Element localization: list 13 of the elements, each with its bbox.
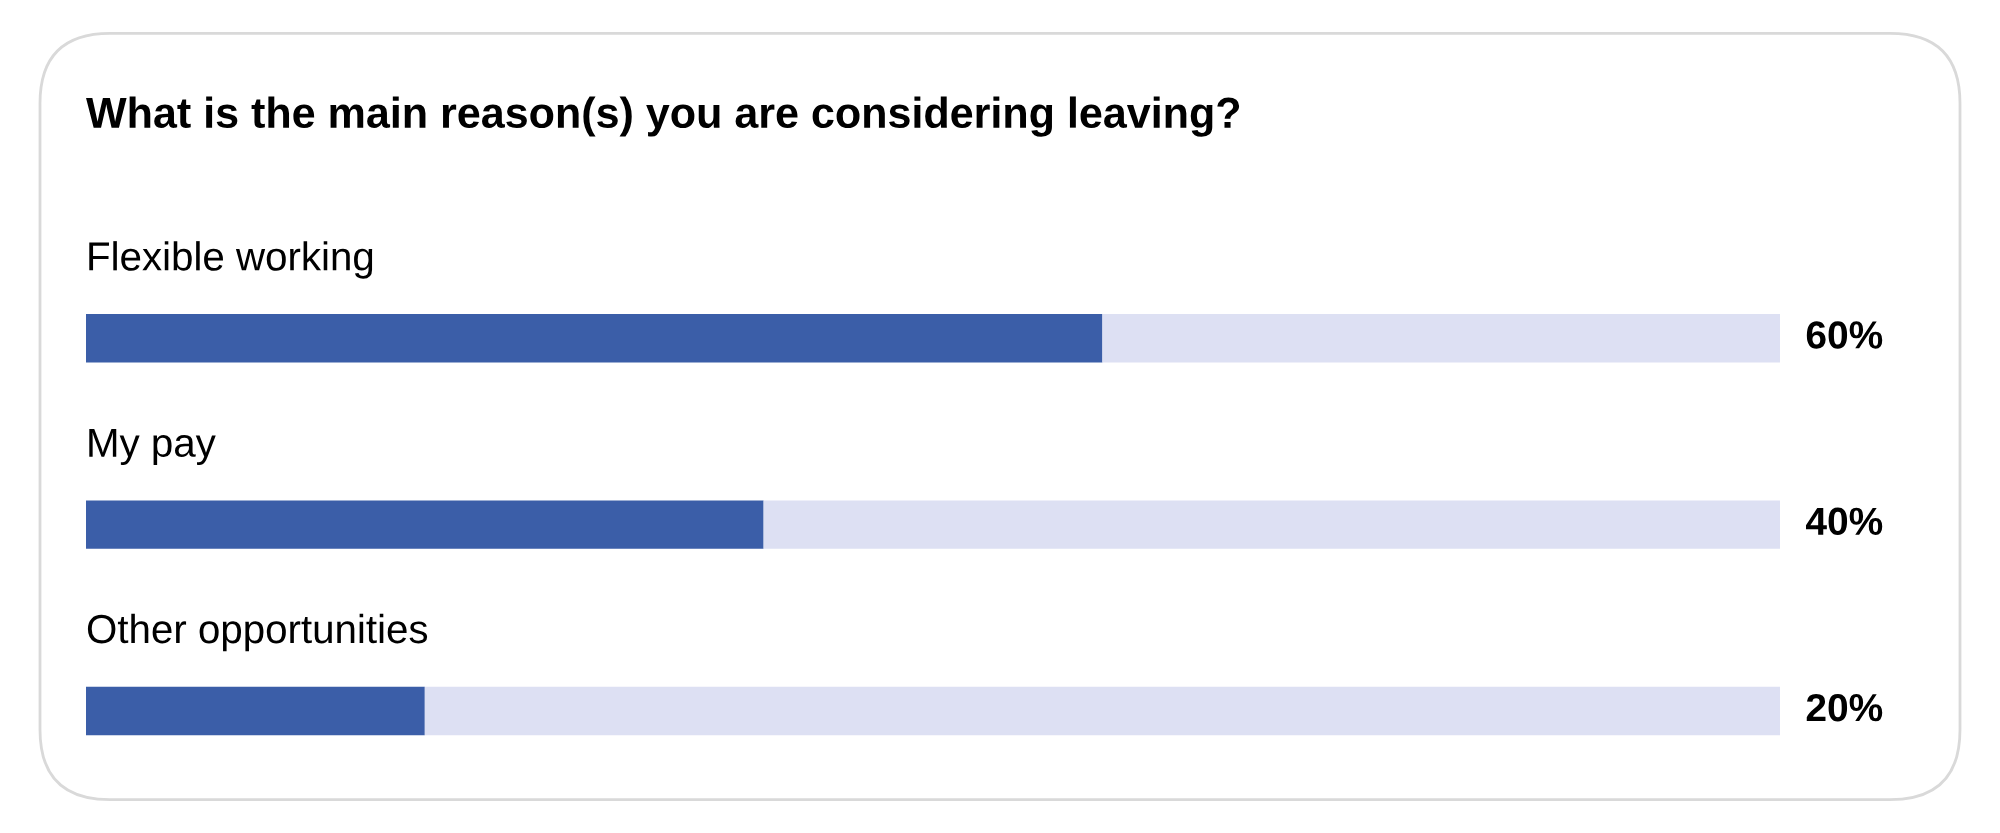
- data-label: 20%: [1806, 693, 1883, 722]
- bar: [424, 686, 1780, 736]
- bar: [763, 500, 1780, 549]
- bar: [1102, 314, 1780, 363]
- y-tick-label: Flexible working: [89, 241, 373, 279]
- bar: [86, 314, 1103, 363]
- chart-title: What is the main reason(s) you are considering leaving?: [86, 96, 1240, 137]
- data-label: 40%: [1806, 507, 1883, 536]
- y-tick-label: My pay: [89, 428, 216, 466]
- y-tick-label: Other opportunities: [87, 613, 428, 652]
- data-label: 60%: [1806, 321, 1883, 349]
- bar: [86, 686, 425, 736]
- bar: [86, 500, 764, 549]
